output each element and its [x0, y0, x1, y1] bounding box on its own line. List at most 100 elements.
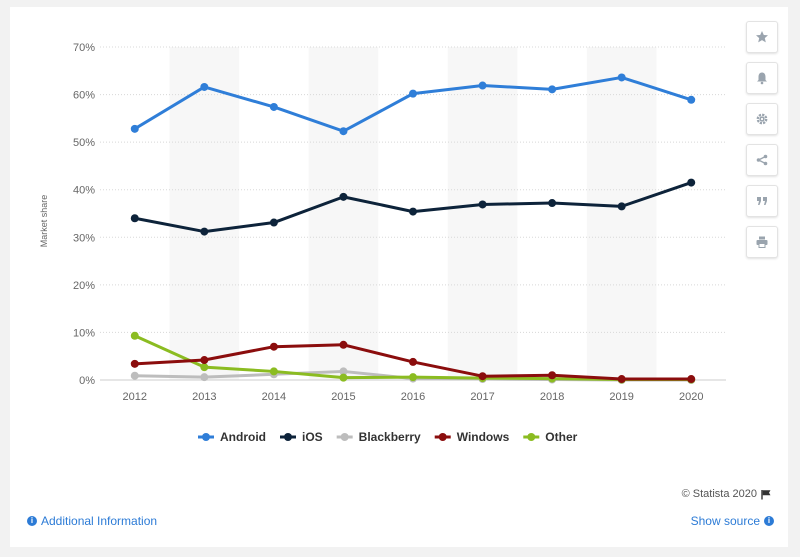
legend-item-android[interactable]: Android: [198, 430, 266, 444]
legend-swatch-marker: [527, 433, 536, 441]
legend-swatch-marker: [202, 433, 210, 441]
line-chart: 0% 10% 20% 30% 40% 50% 60% 70% 2012 2013 2014 2015…: [39, 42, 726, 444]
star-icon: [756, 31, 768, 43]
notification-button[interactable]: [746, 62, 778, 94]
legend-label: Android: [220, 430, 266, 444]
series-windows[interactable]: [130, 340, 696, 384]
x-tick-label: 2015: [331, 391, 355, 403]
data-point[interactable]: [269, 218, 278, 227]
additional-information-label: Additional Information: [41, 514, 158, 528]
series-ios[interactable]: [130, 178, 696, 236]
y-tick-label: 70%: [73, 42, 95, 54]
print-icon: [756, 236, 768, 248]
data-point[interactable]: [269, 367, 278, 376]
data-point[interactable]: [478, 81, 487, 90]
data-point[interactable]: [339, 127, 348, 136]
y-tick-label: 20%: [73, 280, 95, 292]
series-android[interactable]: [130, 73, 696, 136]
show-source-link[interactable]: Show source i: [691, 514, 774, 528]
legend-item-windows[interactable]: Windows: [434, 430, 510, 444]
share-icon: [756, 154, 768, 166]
data-point[interactable]: [409, 357, 417, 366]
data-point[interactable]: [130, 371, 139, 380]
data-point[interactable]: [200, 373, 209, 382]
y-tick-label: 40%: [73, 185, 95, 197]
data-point[interactable]: [200, 227, 209, 236]
bell-icon: [757, 72, 767, 85]
data-point[interactable]: [269, 342, 278, 351]
data-point[interactable]: [478, 200, 487, 209]
data-point[interactable]: [339, 373, 348, 382]
data-point[interactable]: [130, 359, 139, 368]
data-point[interactable]: [478, 372, 487, 381]
legend-label: iOS: [302, 430, 323, 444]
data-point[interactable]: [339, 340, 348, 349]
data-point[interactable]: [548, 371, 557, 380]
credits-text: © Statista 2020: [681, 488, 757, 500]
data-point[interactable]: [130, 124, 139, 133]
quote-icon: [757, 197, 767, 205]
data-point[interactable]: [339, 192, 348, 201]
band: [586, 47, 657, 380]
x-axis-ticks: 2012 2013 2014 2015 2016 2017 2018 2019 2020: [123, 391, 704, 403]
band: [308, 47, 379, 380]
data-point[interactable]: [687, 178, 696, 187]
data-point[interactable]: [687, 95, 696, 104]
chart-card: 0% 10% 20% 30% 40% 50% 60% 70% 2012 2013 2014 2015…: [10, 7, 788, 547]
data-point[interactable]: [130, 214, 139, 223]
y-axis-label: Market share: [39, 195, 49, 248]
legend-label: Blackberry: [359, 430, 421, 444]
y-axis-ticks: 0% 10% 20% 30% 40% 50% 60% 70%: [73, 42, 95, 387]
legend-item-other[interactable]: Other: [523, 430, 578, 444]
data-point[interactable]: [200, 363, 209, 372]
y-tick-label: 30%: [73, 232, 95, 244]
data-point[interactable]: [409, 89, 417, 98]
credits[interactable]: © Statista 2020: [682, 488, 772, 500]
x-tick-label: 2014: [262, 391, 286, 403]
legend-label: Other: [545, 430, 577, 444]
data-point[interactable]: [200, 356, 209, 365]
data-point[interactable]: [617, 375, 626, 384]
data-point[interactable]: [409, 207, 417, 216]
data-point[interactable]: [339, 367, 348, 376]
data-point[interactable]: [269, 102, 278, 111]
x-tick-label: 2017: [470, 391, 494, 403]
additional-information-link[interactable]: i Additional Information: [27, 514, 157, 528]
x-tick-label: 2020: [679, 391, 703, 403]
x-tick-label: 2012: [123, 391, 147, 403]
legend-item-blackberry[interactable]: Blackberry: [336, 430, 421, 444]
print-button[interactable]: [746, 226, 778, 258]
data-point[interactable]: [409, 373, 417, 382]
y-tick-label: 60%: [73, 90, 95, 102]
y-tick-label: 10%: [73, 327, 95, 339]
data-point[interactable]: [687, 375, 696, 384]
x-tick-label: 2016: [401, 391, 425, 403]
legend-swatch-marker: [284, 433, 292, 441]
legend-swatch-marker: [438, 433, 447, 441]
favorite-button[interactable]: [746, 21, 778, 53]
flag-icon: [761, 489, 771, 499]
data-point[interactable]: [548, 85, 557, 94]
x-tick-label: 2018: [540, 391, 564, 403]
gear-icon: [756, 113, 768, 125]
cite-button[interactable]: [746, 185, 778, 217]
data-point[interactable]: [617, 202, 626, 211]
x-tick-label: 2013: [192, 391, 216, 403]
series-group: [130, 73, 696, 384]
data-point[interactable]: [200, 82, 209, 91]
band: [447, 47, 518, 380]
y-tick-label: 50%: [73, 137, 95, 149]
x-tick-label: 2019: [609, 391, 633, 403]
data-point[interactable]: [548, 199, 557, 208]
legend-label: Windows: [457, 430, 510, 444]
share-button[interactable]: [746, 144, 778, 176]
info-icon: i: [27, 516, 37, 526]
alternating-bands: [169, 47, 657, 380]
legend-swatch-marker: [340, 433, 349, 441]
data-point[interactable]: [617, 73, 626, 82]
data-point[interactable]: [130, 331, 139, 340]
settings-button[interactable]: [746, 103, 778, 135]
legend[interactable]: Android iOS Blackberry Windows Other: [198, 430, 578, 444]
y-tick-label: 0%: [79, 375, 95, 387]
legend-item-ios[interactable]: iOS: [280, 430, 323, 444]
